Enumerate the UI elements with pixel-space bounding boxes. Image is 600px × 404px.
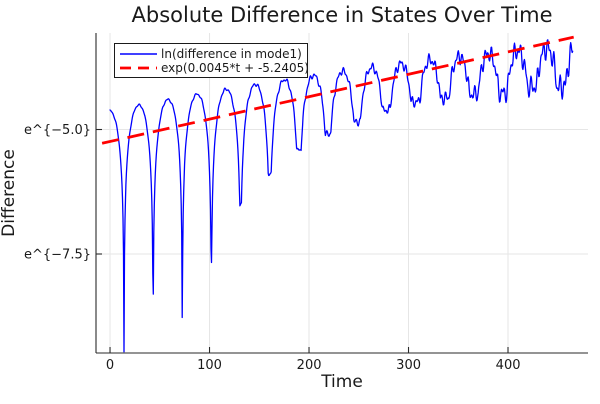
y-axis-label: Difference	[0, 149, 19, 237]
x-tick-label-200: 200	[297, 358, 322, 373]
chart-title: Absolute Difference in States Over Time	[132, 3, 553, 27]
axes	[95, 33, 588, 354]
x-tick-label-100: 100	[197, 358, 222, 373]
line-series-exp-fit	[101, 35, 575, 145]
legend-entry-exp-fit: exp(0.0045*t + -5.2405)	[161, 61, 309, 75]
y-tick-label-e-5: e^{−5.0}	[24, 123, 91, 138]
x-tick-labels: 0 100 200 300 400	[106, 358, 521, 373]
y-tick-label-e-7-5: e^{−7.5}	[24, 248, 91, 263]
x-axis-label: Time	[320, 372, 363, 392]
x-tick-label-300: 300	[396, 358, 421, 373]
legend-entry-ln-difference: ln(difference in mode1)	[161, 47, 302, 61]
legend-box	[114, 43, 308, 78]
x-tick-label-400: 400	[496, 358, 521, 373]
line-series-ln-difference	[109, 39, 574, 353]
x-tick-label-0: 0	[106, 358, 114, 373]
legend: ln(difference in mode1) exp(0.0045*t + -…	[114, 43, 309, 78]
y-tick-labels: e^{−5.0} e^{−7.5}	[24, 123, 91, 263]
series-layer	[101, 35, 575, 353]
